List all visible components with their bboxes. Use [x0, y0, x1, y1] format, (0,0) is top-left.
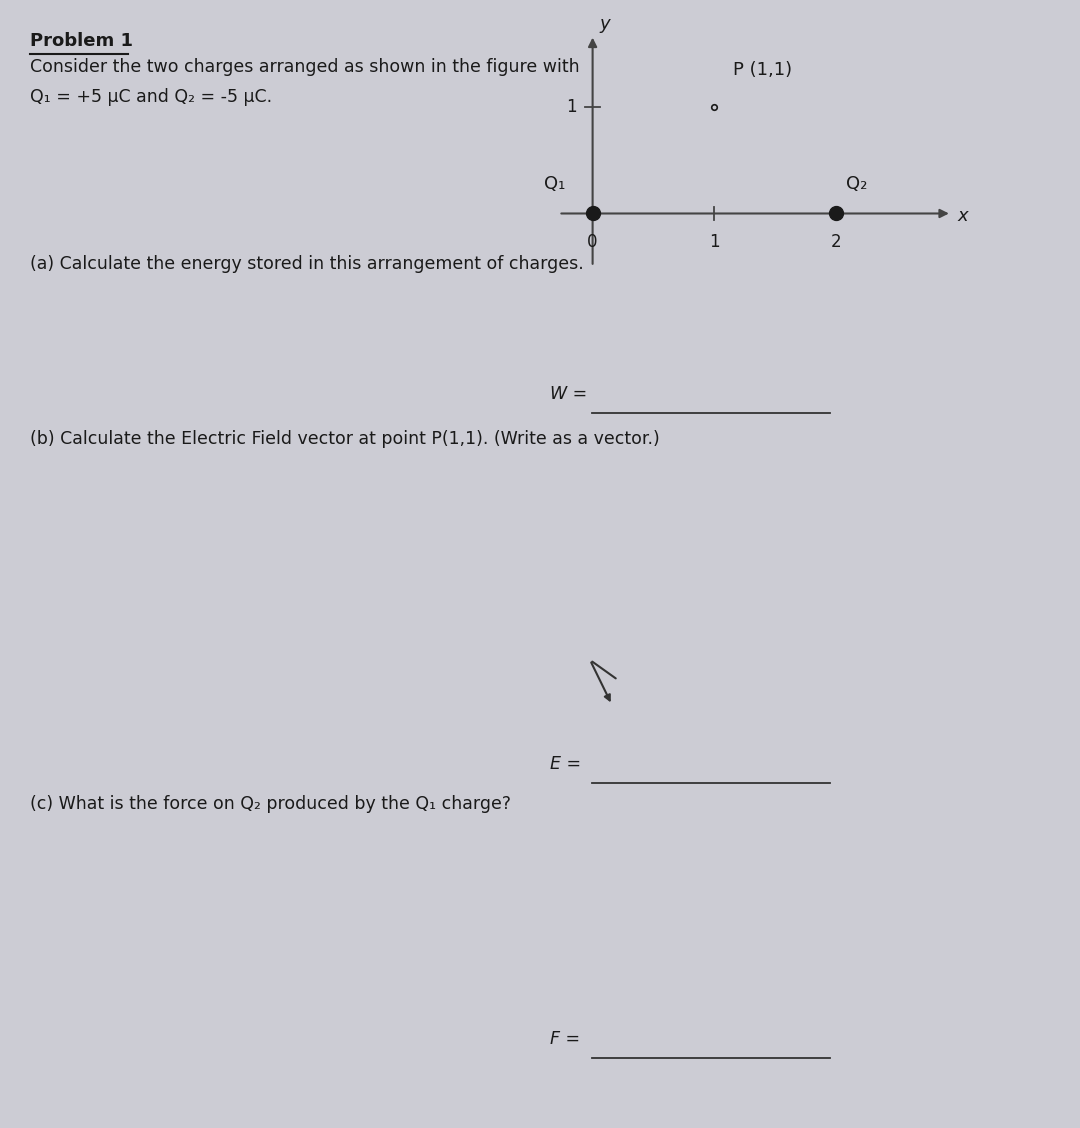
Text: (a) Calculate the energy stored in this arrangement of charges.: (a) Calculate the energy stored in this …: [30, 255, 584, 273]
Text: P (1,1): P (1,1): [732, 61, 792, 79]
Text: Q₁ = +5 μC and Q₂ = -5 μC.: Q₁ = +5 μC and Q₂ = -5 μC.: [30, 88, 272, 106]
Text: F =: F =: [550, 1030, 580, 1048]
Text: 2: 2: [831, 232, 841, 250]
Text: x: x: [958, 206, 969, 224]
Text: (c) What is the force on Q₂ produced by the Q₁ charge?: (c) What is the force on Q₂ produced by …: [30, 795, 511, 813]
Text: y: y: [599, 15, 610, 33]
Text: 1: 1: [566, 98, 577, 116]
Text: W =: W =: [550, 385, 588, 403]
Text: (b) Calculate the Electric Field vector at point P(1,1). (Write as a vector.): (b) Calculate the Electric Field vector …: [30, 430, 660, 448]
Text: Consider the two charges arranged as shown in the figure with: Consider the two charges arranged as sho…: [30, 58, 580, 76]
Text: Q₁: Q₁: [544, 175, 566, 193]
Text: Q₂: Q₂: [846, 175, 867, 193]
Text: E =: E =: [550, 755, 581, 773]
Text: 1: 1: [710, 232, 719, 250]
Text: 0: 0: [588, 232, 598, 250]
Text: Problem 1: Problem 1: [30, 32, 133, 50]
